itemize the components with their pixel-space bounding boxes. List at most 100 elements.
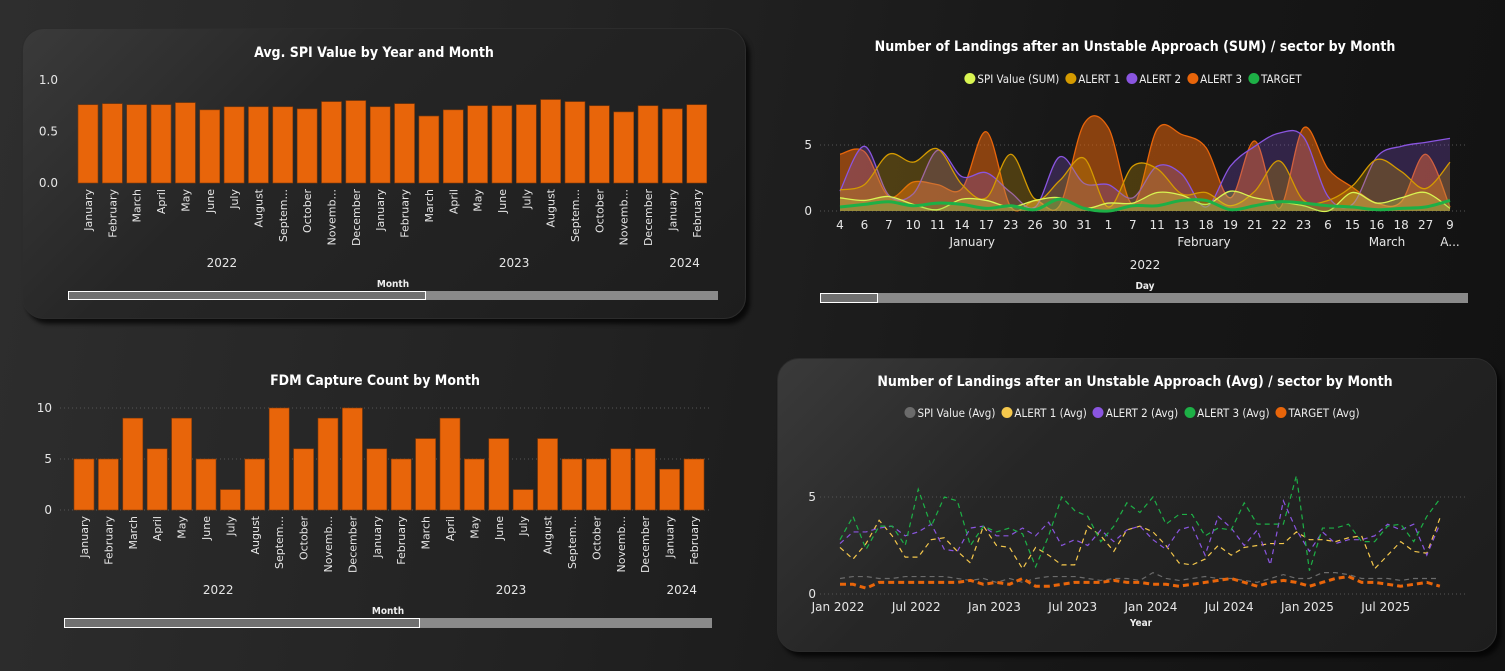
legend-dot-icon bbox=[964, 73, 976, 84]
x-tick-label: August bbox=[252, 188, 265, 227]
bar bbox=[126, 104, 147, 184]
x-tick-label: 4 bbox=[836, 218, 844, 232]
legend-label: SPI Value (SUM) bbox=[977, 72, 1060, 86]
year-label: 2022 bbox=[1130, 258, 1161, 272]
x-tick-label: June bbox=[204, 189, 217, 214]
scrollbar-thumb[interactable] bbox=[68, 291, 426, 300]
area-series-line bbox=[839, 115, 1451, 212]
y-tick-label: 0 bbox=[804, 204, 812, 218]
sum-landings-chart-title: Number of Landings after an Unstable App… bbox=[874, 39, 1396, 55]
legend-label: ALERT 1 (Avg) bbox=[1014, 406, 1087, 420]
bar bbox=[464, 458, 485, 511]
x-tick-label: December bbox=[642, 189, 655, 247]
line-series bbox=[839, 475, 1441, 571]
x-tick-label: 11 bbox=[930, 218, 945, 232]
x-tick-label: 6 bbox=[861, 218, 869, 232]
legend-item[interactable]: ALERT 3 bbox=[1187, 72, 1242, 86]
x-tick-label: 22 bbox=[1272, 218, 1287, 232]
x-tick-label: March bbox=[127, 516, 140, 550]
legend-item[interactable]: ALERT 3 (Avg) bbox=[1184, 406, 1269, 420]
bar bbox=[98, 458, 119, 511]
x-tick-label: June bbox=[200, 516, 213, 541]
y-tick-label: 0.0 bbox=[39, 176, 58, 190]
sum-x-axis-title: Day bbox=[1135, 281, 1155, 292]
fdm-chart-title: FDM Capture Count by Month bbox=[270, 373, 480, 389]
x-tick-label: Jan 2022 bbox=[811, 600, 865, 614]
x-tick-label: 13 bbox=[1174, 218, 1189, 232]
legend-item[interactable]: ALERT 1 (Avg) bbox=[1001, 406, 1087, 420]
bar bbox=[662, 108, 683, 184]
x-tick-label: Septem... bbox=[277, 189, 290, 242]
month-label: February bbox=[1177, 235, 1230, 249]
x-tick-label: May bbox=[472, 189, 485, 212]
x-tick-label: May bbox=[468, 516, 481, 539]
x-tick-label: 1 bbox=[1105, 218, 1113, 232]
bar bbox=[516, 104, 537, 184]
bar bbox=[220, 489, 241, 511]
legend-item[interactable]: ALERT 2 (Avg) bbox=[1092, 406, 1178, 420]
x-tick-label: 31 bbox=[1076, 218, 1091, 232]
x-tick-label: August bbox=[542, 515, 555, 554]
bar bbox=[394, 103, 415, 184]
legend-label: ALERT 1 bbox=[1078, 72, 1121, 86]
x-tick-label: March bbox=[420, 516, 433, 550]
x-tick-label: October bbox=[298, 516, 311, 560]
line-series bbox=[839, 571, 1440, 583]
legend-label: ALERT 3 (Avg) bbox=[1197, 406, 1270, 420]
x-tick-label: 21 bbox=[1247, 218, 1262, 232]
legend-dot-icon bbox=[1187, 73, 1199, 84]
bar bbox=[491, 105, 513, 184]
x-tick-label: Septem... bbox=[569, 189, 582, 242]
x-tick-label: December bbox=[639, 516, 652, 574]
bar bbox=[540, 99, 561, 184]
x-tick-label: Septem... bbox=[273, 516, 286, 569]
legend-dot-icon bbox=[1065, 73, 1077, 84]
legend-item[interactable]: TARGET bbox=[1248, 72, 1302, 86]
x-tick-label: Jul 2024 bbox=[1204, 600, 1254, 614]
fdm-chart-scrollbar[interactable] bbox=[64, 618, 712, 628]
x-tick-label: 14 bbox=[954, 218, 969, 232]
bar bbox=[564, 101, 586, 184]
legend-item[interactable]: SPI Value (Avg) bbox=[904, 406, 995, 420]
spi-chart-scrollbar[interactable] bbox=[68, 291, 718, 300]
bar bbox=[418, 115, 440, 184]
x-tick-label: May bbox=[179, 189, 192, 212]
x-tick-label: Novemb... bbox=[322, 516, 335, 572]
bar bbox=[150, 104, 172, 184]
x-tick-label: 15 bbox=[1345, 218, 1360, 232]
bar bbox=[175, 102, 196, 184]
legend-dot-icon bbox=[1275, 407, 1287, 418]
legend-item[interactable]: ALERT 1 bbox=[1065, 72, 1120, 86]
legend-label: ALERT 2 bbox=[1139, 72, 1182, 86]
bar bbox=[268, 407, 290, 511]
x-tick-label: 10 bbox=[906, 218, 921, 232]
bar bbox=[488, 438, 510, 511]
bar bbox=[272, 106, 294, 184]
avg-landings-chart-title: Number of Landings after an Unstable App… bbox=[877, 374, 1393, 390]
legend-item[interactable]: TARGET (Avg) bbox=[1275, 406, 1360, 420]
x-tick-label: January bbox=[82, 189, 95, 232]
scrollbar-thumb[interactable] bbox=[64, 618, 421, 628]
scrollbar-thumb[interactable] bbox=[820, 293, 879, 303]
avg-landings-chart-card bbox=[777, 358, 1497, 652]
sum-chart-scrollbar[interactable] bbox=[820, 293, 1468, 303]
x-tick-label: 27 bbox=[1418, 218, 1433, 232]
sum-landings-legend: SPI Value (SUM) ALERT 1 ALERT 2 ALERT 3 TARG… bbox=[964, 72, 1302, 86]
spi-x-axis-title: Month bbox=[376, 279, 410, 290]
legend-label: TARGET (Avg) bbox=[1288, 406, 1360, 420]
area-series-line bbox=[839, 190, 1451, 213]
x-tick-label: April bbox=[151, 516, 164, 541]
legend-item[interactable]: SPI Value (SUM) bbox=[964, 72, 1059, 86]
month-label: A... bbox=[1440, 235, 1459, 249]
x-tick-label: Jan 2023 bbox=[967, 600, 1021, 614]
bar bbox=[321, 101, 342, 184]
x-tick-label: February bbox=[691, 189, 704, 238]
y-tick-label: 5 bbox=[44, 452, 52, 466]
x-tick-label: February bbox=[102, 516, 115, 565]
bar bbox=[586, 458, 607, 511]
bar bbox=[296, 108, 318, 184]
legend-dot-icon bbox=[1092, 407, 1104, 418]
x-tick-label: May bbox=[176, 516, 189, 539]
legend-item[interactable]: ALERT 2 bbox=[1126, 72, 1181, 86]
bar bbox=[102, 103, 123, 184]
